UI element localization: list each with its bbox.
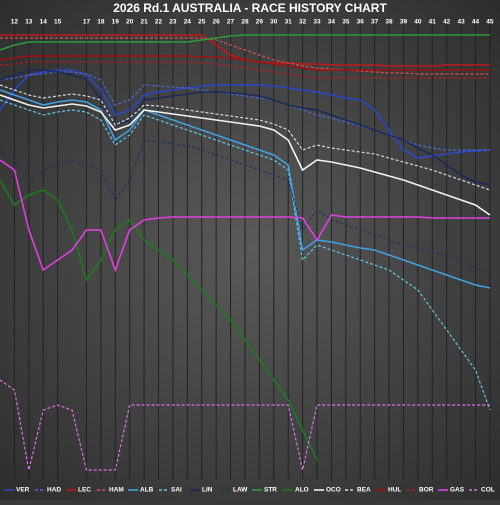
x-tick-label: 40 bbox=[414, 19, 422, 26]
x-tick-label: 37 bbox=[371, 19, 379, 26]
legend-label: BOR bbox=[419, 487, 434, 494]
x-tick-label: 39 bbox=[400, 19, 408, 26]
x-tick-label: 19 bbox=[112, 19, 120, 26]
x-tick-label: 13 bbox=[25, 19, 33, 26]
legend-label: GAS bbox=[450, 487, 465, 494]
x-tick-label: 23 bbox=[169, 19, 177, 26]
race-line bbox=[0, 61, 490, 79]
race-line bbox=[0, 139, 491, 276]
x-tick-label: 27 bbox=[227, 19, 235, 26]
x-tick-label: 15 bbox=[54, 19, 62, 26]
x-tick-label: 36 bbox=[357, 19, 365, 26]
legend-label: ALB bbox=[140, 487, 154, 494]
x-tick-label: 42 bbox=[443, 19, 451, 26]
race-line bbox=[0, 159, 490, 273]
race-line bbox=[0, 94, 491, 216]
legend-label: STR bbox=[264, 487, 277, 494]
race-line bbox=[0, 55, 490, 71]
legend-label: LEC bbox=[78, 487, 91, 494]
x-tick-label: 35 bbox=[342, 19, 350, 26]
x-tick-label: 28 bbox=[241, 19, 249, 26]
legend-label: COL bbox=[481, 487, 495, 494]
x-tick-label: 30 bbox=[270, 19, 278, 26]
x-tick-label: 25 bbox=[198, 19, 206, 26]
race-line bbox=[0, 69, 491, 186]
x-tick-label: 18 bbox=[97, 19, 105, 26]
x-tick-label: 14 bbox=[40, 19, 48, 26]
lines bbox=[0, 34, 491, 471]
x-tick-label: 45 bbox=[486, 19, 494, 26]
legend-label: LIN bbox=[202, 487, 213, 494]
chart-title: 2026 Rd.1 AUSTRALIA - RACE HISTORY CHART bbox=[113, 1, 387, 15]
legend-label: SAI bbox=[171, 487, 182, 494]
race-line bbox=[0, 34, 490, 51]
x-tick-label: 41 bbox=[429, 19, 437, 26]
legend-label: LAW bbox=[233, 487, 248, 494]
legend-label: HAM bbox=[109, 487, 124, 494]
x-tick-label: 21 bbox=[140, 19, 148, 26]
legend-label: VER bbox=[16, 487, 30, 494]
legend-label: ALO bbox=[295, 487, 309, 494]
legend-label: HUL bbox=[388, 487, 401, 494]
race-line bbox=[0, 37, 490, 75]
x-tick-label: 38 bbox=[385, 19, 393, 26]
x-tick-label: 24 bbox=[184, 19, 192, 26]
x-tick-label: 22 bbox=[155, 19, 163, 26]
x-tick-label: 20 bbox=[126, 19, 134, 26]
x-tick-label: 43 bbox=[457, 19, 465, 26]
x-tick-label: 17 bbox=[83, 19, 91, 26]
x-tick-label: 31 bbox=[285, 19, 293, 26]
x-tick-label: 32 bbox=[299, 19, 307, 26]
legend-label: BEA bbox=[357, 487, 371, 494]
x-tick-label: 26 bbox=[213, 19, 221, 26]
race-line bbox=[0, 379, 490, 471]
grid: 12 13 14 15 17 18 19 20 21 22 23 24 25 26 27 28 29 30 31 32… bbox=[11, 19, 494, 480]
legend: VER HAD LEC HAM ALB SAI LIN LAW STR ALO OCO BEA HUL B… bbox=[4, 487, 495, 494]
x-tick-label: 44 bbox=[472, 19, 480, 26]
x-tick-label: 33 bbox=[313, 19, 321, 26]
x-tick-label: 34 bbox=[328, 19, 336, 26]
legend-label: HAD bbox=[47, 487, 61, 494]
x-tick-label: 29 bbox=[256, 19, 264, 26]
race-line bbox=[0, 71, 490, 151]
legend-label: OCO bbox=[326, 487, 341, 494]
x-tick-label: 12 bbox=[11, 19, 19, 26]
race-line bbox=[0, 179, 318, 461]
race-line bbox=[0, 89, 491, 289]
